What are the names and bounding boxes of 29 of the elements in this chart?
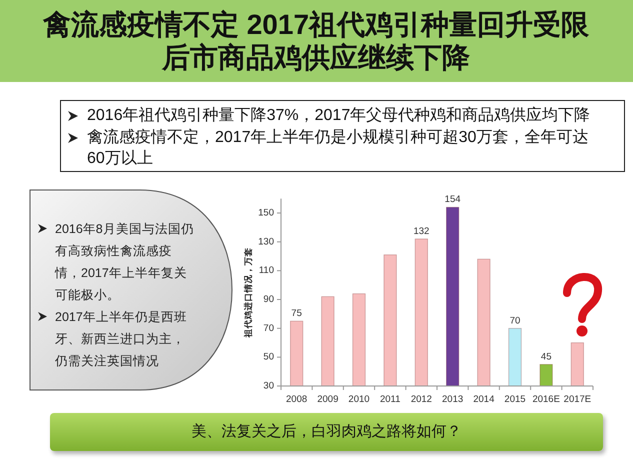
x-tick-label: 2009 [317, 394, 338, 405]
x-tick-label: 2011 [380, 394, 400, 405]
text: 美、法复关之后，白羽肉鸡之路将如何？ [190, 422, 462, 442]
x-tick-label: 2015 [504, 394, 526, 405]
x-tick-label: 2017E [564, 394, 592, 405]
y-tick-label: 30 [263, 380, 274, 392]
data-label: 132 [413, 226, 430, 237]
y-axis-title: 祖代鸡进口情况，万套 [243, 247, 253, 338]
data-label: 154 [444, 194, 461, 206]
x-tick-label: 2014 [473, 394, 494, 405]
x-tick-label: 2016E [532, 394, 560, 405]
y-tick-label: 50 [263, 352, 274, 363]
text: 2017年上半年仍是西班牙、新西兰进口为主，仍需关注英国情况 [55, 309, 188, 370]
y-tick-label: 90 [263, 294, 274, 306]
y-tick-label: 130 [258, 236, 274, 248]
x-tick-label: 2012 [410, 394, 432, 405]
x-tick-label: 2008 [286, 394, 308, 405]
text: 2016年祖代鸡引种量下降37%，2017年父母代种鸡和商品鸡供应均下降 [87, 106, 592, 126]
chart-title: 禽流感疫情不定 2017祖代鸡引种量回升受限后市商品鸡供应继续下降 [42, 8, 590, 74]
text: 2016年8月美国与法国仍有高致病性禽流感疫情，2017年上半年复关可能极小。 [55, 221, 195, 304]
x-tick-label: 2010 [348, 394, 370, 405]
y-tick-label: 110 [258, 265, 274, 276]
x-tick-label: 2013 [442, 394, 464, 405]
y-tick-label: 70 [263, 322, 274, 334]
data-label: 75 [291, 308, 302, 320]
data-label: 45 [540, 351, 552, 362]
data-label: 70 [510, 315, 520, 326]
y-tick-label: 150 [258, 208, 274, 219]
text: 禽流感疫情不定，2017年上半年仍是小规模引种可超30万套，全年可达60万以上 [87, 128, 590, 169]
